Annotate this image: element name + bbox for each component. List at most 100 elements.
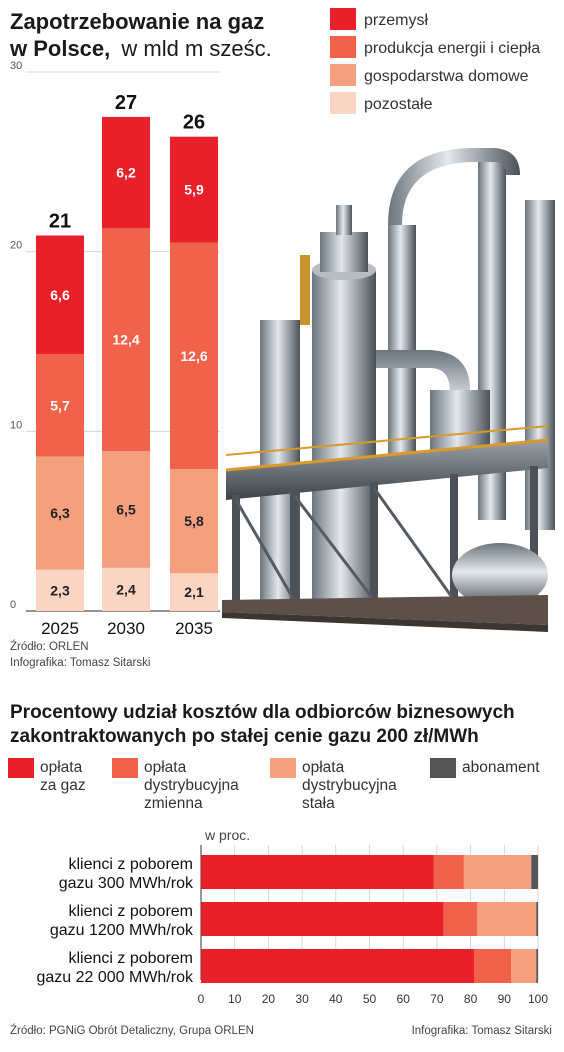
bar-segment [443,902,478,936]
category-label: klienci z poborem [69,950,194,967]
legend-label: dystrybucyjna [302,777,397,794]
bar-segment [433,855,464,889]
legend-swatch [330,36,356,58]
segment-label: 12,4 [112,332,139,348]
legend-label: abonament [462,759,540,776]
legend-swatch [330,8,356,30]
segment-label: 6,5 [116,501,136,517]
x-tick-label: 20 [262,992,276,1006]
x-tick-label: 2035 [175,619,213,638]
y-tick-label: 20 [10,240,22,252]
source-note: Źródło: ORLEN [10,640,89,653]
bar-segment [36,235,84,355]
legend-label: przemysł [364,12,428,29]
segment-label: 6,2 [116,165,136,181]
bar-segment [102,451,150,568]
segment-label: 5,9 [184,182,204,198]
bar-total-label: 21 [49,210,71,232]
x-tick-label: 30 [295,992,309,1006]
legend: przemysł produkcja energii i ciepła gospod… [330,8,540,114]
credit-note: Infografika: Tomasz Sitarski [10,657,150,669]
x-tick-label: 2025 [41,619,79,638]
legend-swatch [112,758,138,778]
bar-segment [201,949,474,983]
legend-label: produkcja energii i ciepła [364,40,540,57]
bar-total-label: 26 [183,112,205,134]
category-label: gazu 1200 MWh/rok [50,922,194,939]
bar-segment [102,116,150,229]
legend-label: pozostałe [364,96,433,113]
y-tick-label: 0 [10,599,16,611]
bar-segment [170,136,218,243]
segment-label: 6,6 [50,287,70,303]
legend-label: dystrybucyjna [144,777,239,794]
cost-source-note: Źródło: PGNiG Obrót Detaliczny, Grupa OR… [10,1024,254,1037]
bar-segment [473,949,512,983]
bar-segment [36,354,84,457]
stacked-bars: 2,3 6,3 5,7 6,6 21 2025 2,4 6,5 12,4 6,2 27 2030 2,1… [36,92,218,638]
legend-swatch [330,64,356,86]
horizontal-bars: klienci z poborem gazu 300 MWh/rok klienci… [36,855,538,986]
bar-segment [477,902,537,936]
x-tick-label: 60 [397,992,411,1006]
bar-segment [463,855,532,889]
cost-chart-title-line2: zakontraktowanych po stałej cenie gazu 2… [10,726,479,747]
bar-segment [201,902,444,936]
bar-segment [536,902,538,936]
unit-label: w proc. [204,827,250,843]
segment-label: 6,3 [50,505,70,521]
chart-title-line1: Zapotrzebowanie na gaz [10,9,264,34]
legend-label: gospodarstwa domowe [364,68,529,85]
bar-segment [531,855,538,889]
segment-label: 2,1 [184,584,204,600]
bar-segment [201,855,434,889]
legend-swatch [8,758,34,778]
x-tick-label: 90 [498,992,512,1006]
legend-swatch [330,92,356,114]
segment-label: 2,3 [50,582,70,598]
bar-segment [36,569,84,611]
chart-title-line2-bold: w Polsce, [9,36,110,61]
x-tick-label: 0 [198,992,205,1006]
bar-segment [170,469,218,574]
segment-label: 2,4 [116,581,136,597]
segment-label: 5,8 [184,513,204,529]
legend-label: za gaz [40,777,86,794]
gas-demand-chart: Zapotrzebowanie na gaz w Polsce, w mld m… [9,8,555,669]
refinery-illustration [222,148,555,632]
cost-credit-note: Infografika: Tomasz Sitarski [412,1025,552,1037]
legend-label: opłata [144,759,187,776]
bar-segment [102,567,150,611]
bar-segment [36,456,84,570]
bar-segment [170,573,218,611]
cost-chart-title-line1: Procentowy udział kosztów dla odbiorców … [10,702,515,723]
x-tick-label: 10 [228,992,242,1006]
x-tick-label: 40 [329,992,343,1006]
legend-label: opłata [302,759,345,776]
category-label: klienci z poborem [69,903,194,920]
legend-swatch [430,758,456,778]
chart-title-unit: w mld m sześc. [120,36,271,61]
x-tick-label: 100 [528,992,548,1006]
bar-segment [102,228,150,452]
category-label: gazu 22 000 MWh/rok [36,969,194,986]
legend-label: stała [302,795,335,812]
y-tick-label: 30 [10,60,22,72]
legend-swatch [270,758,296,778]
bar-segment [511,949,537,983]
segment-label: 12,6 [180,348,207,364]
y-tick-label: 10 [10,419,22,431]
x-tick-label: 70 [430,992,444,1006]
x-tick-label: 80 [464,992,478,1006]
bar-total-label: 27 [115,92,137,114]
x-tick-label: 2030 [107,619,145,638]
x-tick-label: 50 [363,992,377,1006]
cost-share-chart: Procentowy udział kosztów dla odbiorców … [8,702,552,1037]
chart-title-line2: w Polsce, w mld m sześc. [9,36,272,61]
bar-segment [536,949,538,983]
legend-label: zmienna [144,795,203,812]
legend-label: opłata [40,759,83,776]
category-label: klienci z poborem [69,856,194,873]
segment-label: 5,7 [50,397,70,413]
